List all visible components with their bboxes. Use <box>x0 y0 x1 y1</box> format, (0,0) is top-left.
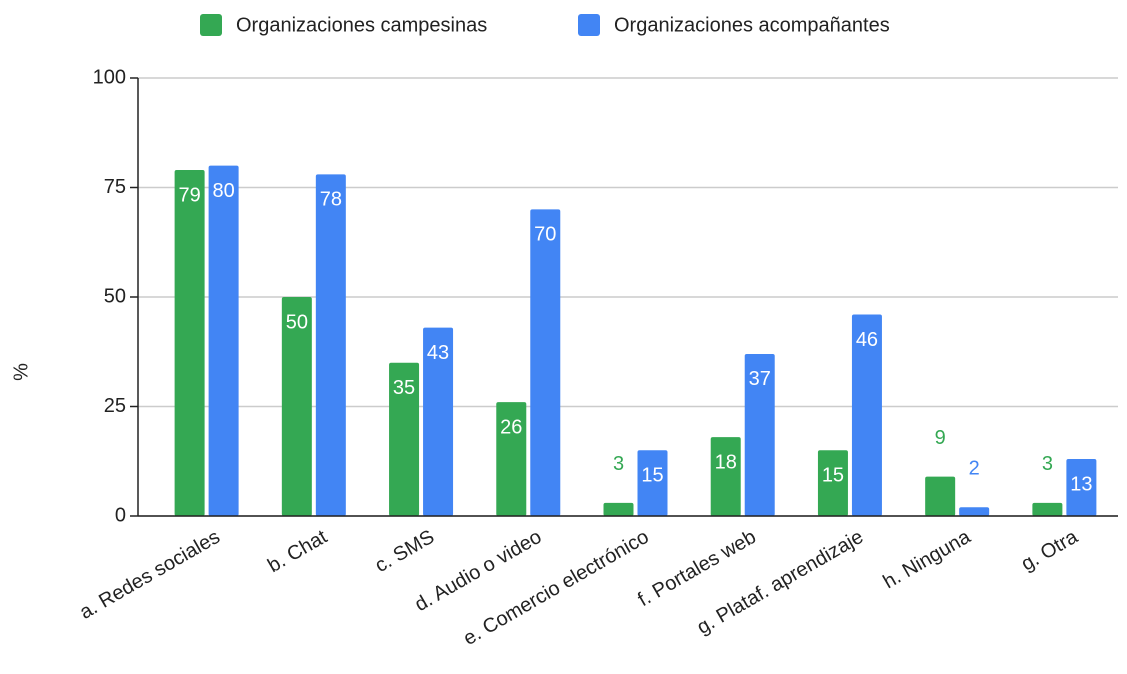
y-tick-label: 25 <box>104 395 126 417</box>
data-label: 35 <box>393 377 415 399</box>
x-tick-label: h. Ninguna <box>880 525 976 593</box>
data-label: 26 <box>500 416 522 438</box>
legend-swatch <box>200 14 222 36</box>
bar <box>281 297 312 516</box>
bar <box>710 437 741 516</box>
data-label: 46 <box>856 329 878 351</box>
data-label: 37 <box>749 368 771 390</box>
data-label: 13 <box>1070 473 1092 495</box>
bar <box>959 507 990 516</box>
data-label: 3 <box>613 453 624 475</box>
bar <box>1032 502 1063 516</box>
bar <box>423 327 454 516</box>
data-label: 9 <box>935 427 946 449</box>
y-tick-label: 0 <box>115 504 126 526</box>
y-tick-label: 50 <box>104 285 126 307</box>
bar <box>744 353 775 516</box>
x-tick-label: a. Redes sociales <box>76 526 224 624</box>
data-label: 43 <box>427 342 449 364</box>
bar <box>925 476 956 516</box>
y-tick-label: 75 <box>104 176 126 198</box>
bar <box>496 402 527 516</box>
bar <box>637 450 668 516</box>
bar <box>603 502 634 516</box>
bar <box>174 169 205 517</box>
x-tick-label: g. Otra <box>1018 525 1083 575</box>
data-label: 15 <box>641 465 663 487</box>
legend-swatch <box>578 14 600 36</box>
x-tick-label: c. SMS <box>371 526 438 577</box>
bar <box>208 165 239 516</box>
data-label: 2 <box>969 458 980 480</box>
bar <box>817 450 848 516</box>
data-label: 80 <box>212 180 234 202</box>
legend-label: Organizaciones acompañantes <box>614 14 890 36</box>
data-label: 50 <box>286 311 308 333</box>
bar <box>530 209 561 516</box>
data-label: 15 <box>822 465 844 487</box>
bar <box>389 362 420 516</box>
legend-label: Organizaciones campesinas <box>236 14 487 36</box>
bar <box>851 314 882 516</box>
y-tick-label: 100 <box>93 66 126 88</box>
data-label: 18 <box>715 451 737 473</box>
x-tick-label: b. Chat <box>264 526 331 578</box>
data-label: 3 <box>1042 453 1053 475</box>
bar <box>315 174 346 517</box>
y-axis-title: % <box>10 363 32 381</box>
data-label: 79 <box>178 184 200 206</box>
x-tick-label: e. Comercio electrónico <box>460 526 653 650</box>
data-label: 70 <box>534 224 556 246</box>
bar <box>1066 459 1097 516</box>
data-label: 78 <box>320 189 342 211</box>
